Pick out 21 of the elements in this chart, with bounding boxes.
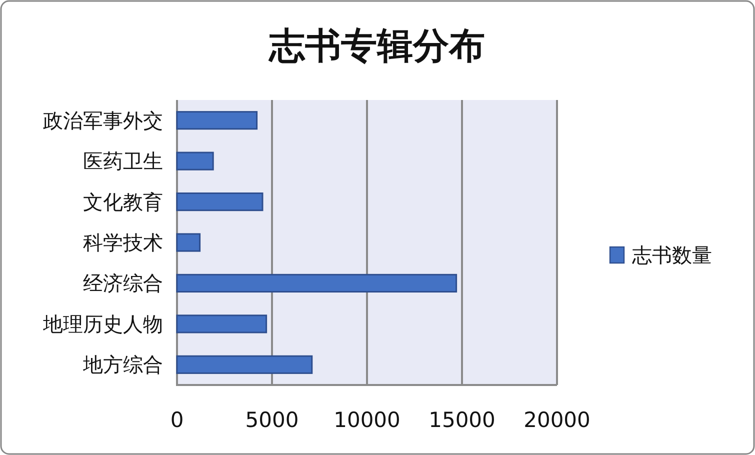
chart-title: 志书专辑分布 [268,26,485,67]
x-tick-label: 15000 [428,408,496,432]
y-tick-label: 政治军事外交 [43,108,163,132]
bar [176,152,214,170]
bar [176,314,268,334]
legend-label: 志书数量 [632,243,712,267]
bar [176,355,313,374]
bar [176,233,201,252]
y-tick-label: 地方综合 [82,352,163,377]
y-tick-label: 科学技术 [83,230,163,254]
x-tick-label: 10000 [334,408,400,432]
y-tick-label: 地理历史人物 [42,312,163,336]
y-tick-label: 经济综合 [83,271,163,296]
x-tick-label: 20000 [524,408,590,432]
y-tick-label: 医药卫生 [83,149,163,174]
x-tick-label: 5000 [245,408,299,432]
y-tick-label: 文化教育 [83,190,163,214]
bar [176,111,258,130]
bar [176,274,458,293]
x-tick-label: 0 [170,408,184,432]
bar [176,192,264,212]
